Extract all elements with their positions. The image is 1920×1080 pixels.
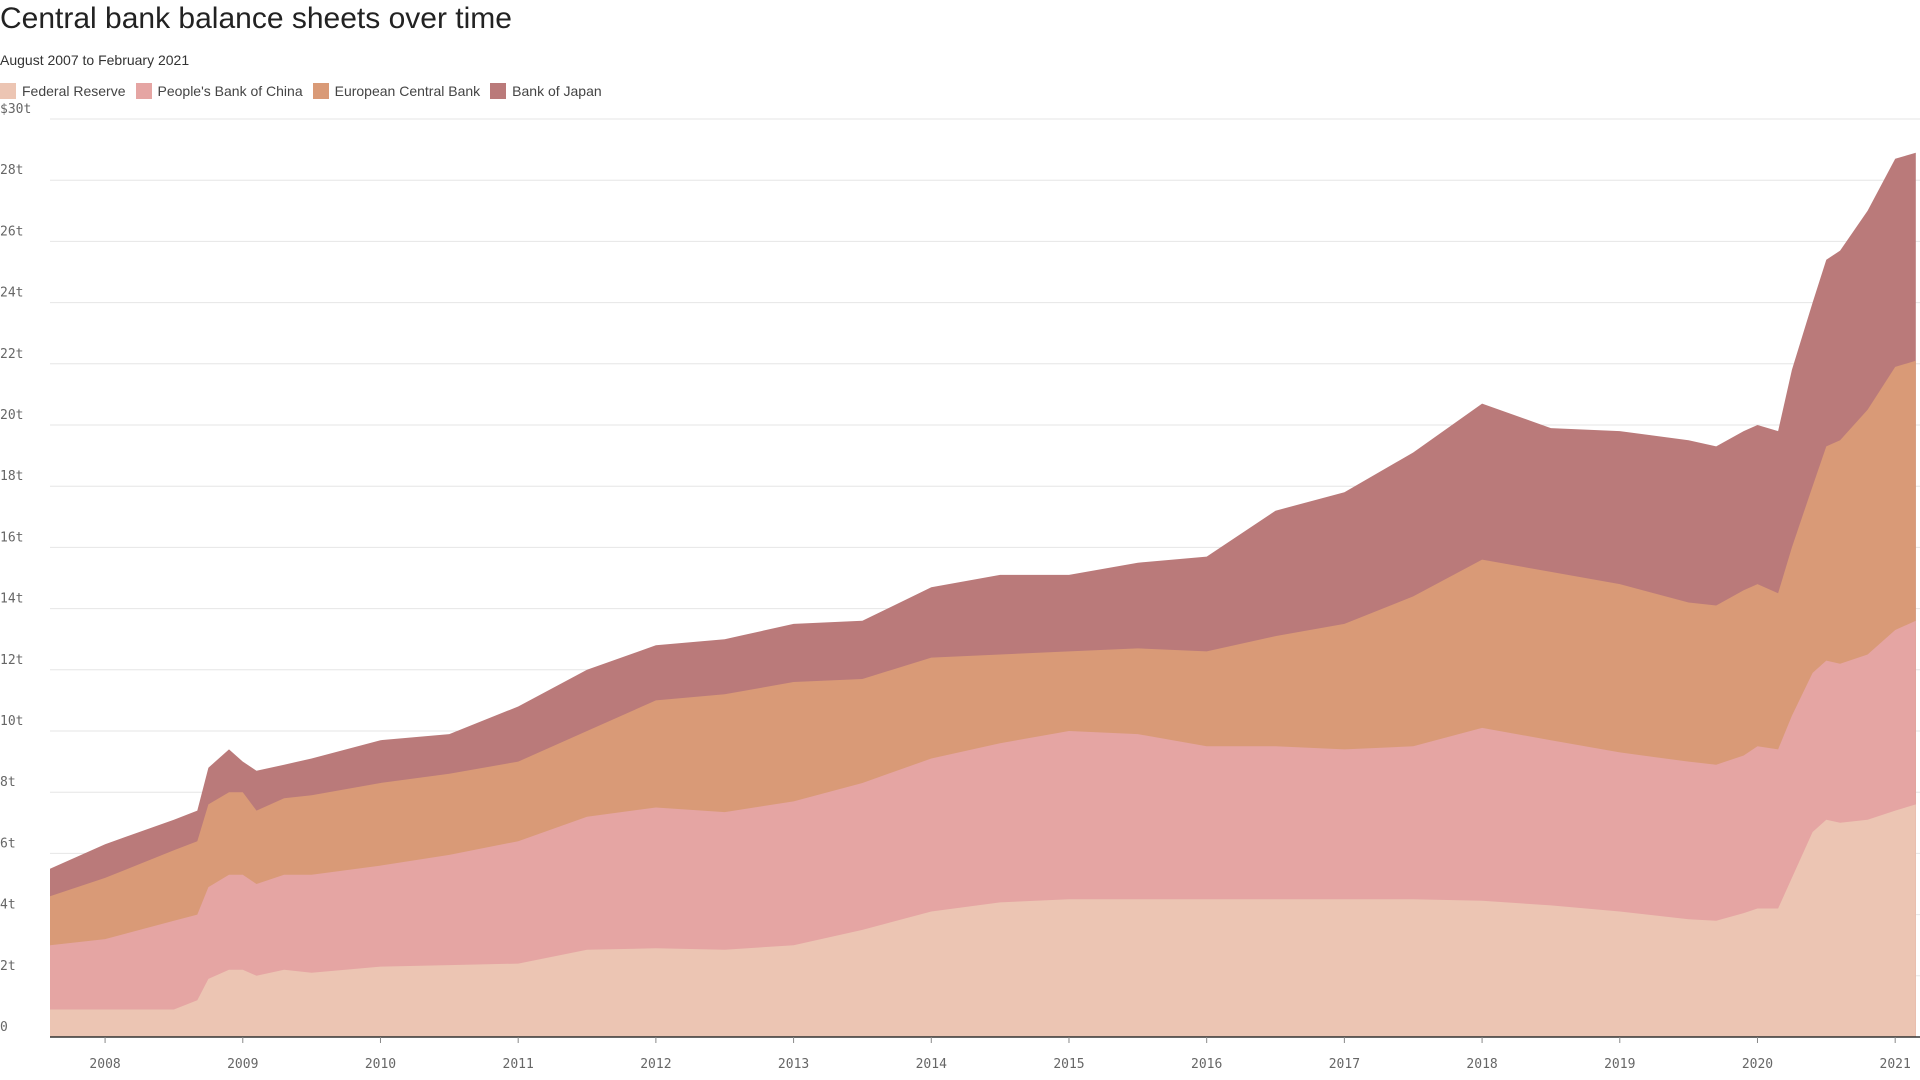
legend-item-bank-of-japan: Bank of Japan [490, 83, 602, 99]
x-tick-label-2017: 2017 [1329, 1057, 1360, 1072]
y-tick-label-8: 8t [0, 775, 16, 790]
y-tick-label-24: 24t [0, 286, 23, 301]
legend-swatch-federal-reserve [0, 83, 16, 99]
y-tick-label-30: $30t [0, 102, 31, 117]
y-tick-label-0: 0 [0, 1020, 8, 1035]
x-tick-label-2019: 2019 [1604, 1057, 1635, 1072]
legend-swatch-bank-of-japan [490, 83, 507, 99]
y-tick-label-16: 16t [0, 530, 23, 545]
x-tick-label-2018: 2018 [1466, 1057, 1497, 1072]
y-tick-label-10: 10t [0, 714, 23, 729]
y-tick-label-18: 18t [0, 469, 23, 484]
legend-label-federal-reserve: Federal Reserve [22, 83, 126, 99]
x-tick-label-2012: 2012 [640, 1057, 671, 1072]
x-tick-label-2016: 2016 [1191, 1057, 1222, 1072]
chart-title: Central bank balance sheets over time [0, 2, 512, 35]
area-federal-reserve [50, 804, 1916, 1037]
y-tick-label-28: 28t [0, 163, 23, 178]
x-tick-label-2020: 2020 [1742, 1057, 1773, 1072]
y-tick-label-22: 22t [0, 347, 23, 362]
x-tick-label-2013: 2013 [778, 1057, 809, 1072]
y-tick-label-4: 4t [0, 898, 16, 913]
legend-label-bank-of-japan: Bank of Japan [512, 83, 602, 99]
legend-item-peoples-bank-of-china: People's Bank of China [135, 83, 303, 99]
legend-label-european-central-bank: European Central Bank [334, 83, 481, 99]
x-tick-label-2015: 2015 [1053, 1057, 1084, 1072]
x-tick-label-2011: 2011 [503, 1057, 534, 1072]
legend: Federal Reserve People's Bank of China E… [0, 83, 612, 99]
x-tick-label-2008: 2008 [89, 1057, 120, 1072]
legend-item-federal-reserve: Federal Reserve [0, 83, 126, 99]
y-tick-label-2: 2t [0, 959, 16, 974]
legend-swatch-peoples-bank-of-china [135, 83, 152, 99]
x-tick-label-2021: 2021 [1880, 1057, 1911, 1072]
chart-subtitle: August 2007 to February 2021 [0, 52, 190, 68]
legend-label-peoples-bank-of-china: People's Bank of China [157, 83, 303, 99]
y-tick-label-6: 6t [0, 836, 16, 851]
legend-item-european-central-bank: European Central Bank [312, 83, 481, 99]
y-tick-label-20: 20t [0, 408, 23, 423]
x-tick-label-2010: 2010 [365, 1057, 396, 1072]
x-tick-label-2009: 2009 [227, 1057, 258, 1072]
x-tick-label-2014: 2014 [916, 1057, 947, 1072]
y-tick-label-14: 14t [0, 592, 23, 607]
y-tick-label-12: 12t [0, 653, 23, 668]
legend-swatch-european-central-bank [312, 83, 329, 99]
y-tick-label-26: 26t [0, 224, 23, 239]
